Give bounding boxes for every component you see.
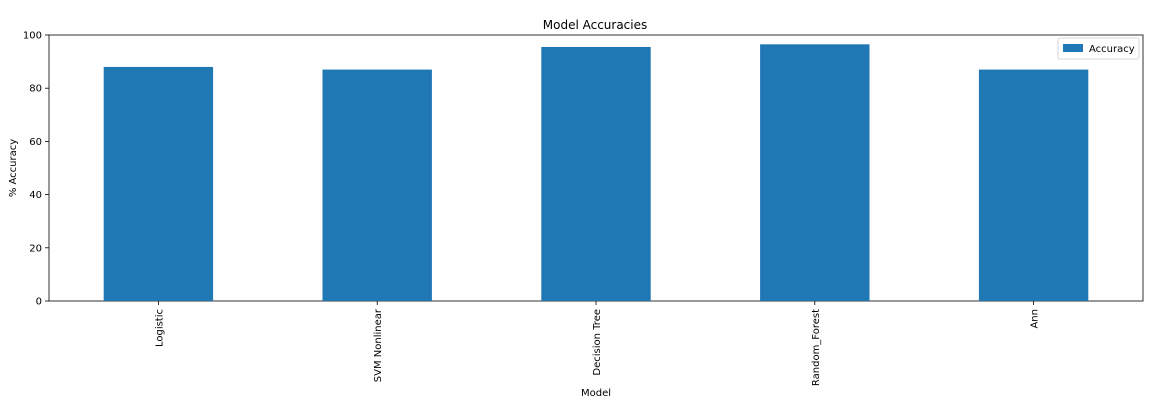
y-tick-label-4: 80 — [29, 84, 42, 95]
x-tick-label-1: SVM Nonlinear — [373, 308, 384, 382]
y-tick-label-0: 0 — [36, 297, 42, 308]
bar-2 — [541, 46, 651, 301]
y-tick-label-5: 100 — [23, 31, 42, 42]
x-tick-label-4: Ann — [1030, 309, 1041, 329]
legend: Accuracy — [1057, 37, 1140, 60]
legend-swatch — [1063, 44, 1083, 52]
x-tick-label-0: Logistic — [154, 309, 165, 347]
legend-box — [1057, 37, 1140, 60]
y-tick-label-3: 60 — [29, 137, 42, 148]
x-tick-label-3: Random_Forest — [811, 309, 822, 386]
chart-title: Model Accuracies — [543, 18, 648, 32]
bar-3 — [760, 44, 870, 302]
y-tick-label-2: 40 — [29, 190, 42, 201]
legend-label: Accuracy — [1089, 44, 1135, 55]
bar-0 — [103, 66, 214, 301]
x-axis-label: Model — [581, 388, 611, 399]
y-axis-label: % Accuracy — [8, 139, 19, 197]
bar-4 — [978, 69, 1089, 301]
y-tick-label-1: 20 — [29, 243, 42, 254]
bar-1 — [322, 69, 432, 301]
x-tick-label-2: Decision Tree — [592, 309, 603, 376]
